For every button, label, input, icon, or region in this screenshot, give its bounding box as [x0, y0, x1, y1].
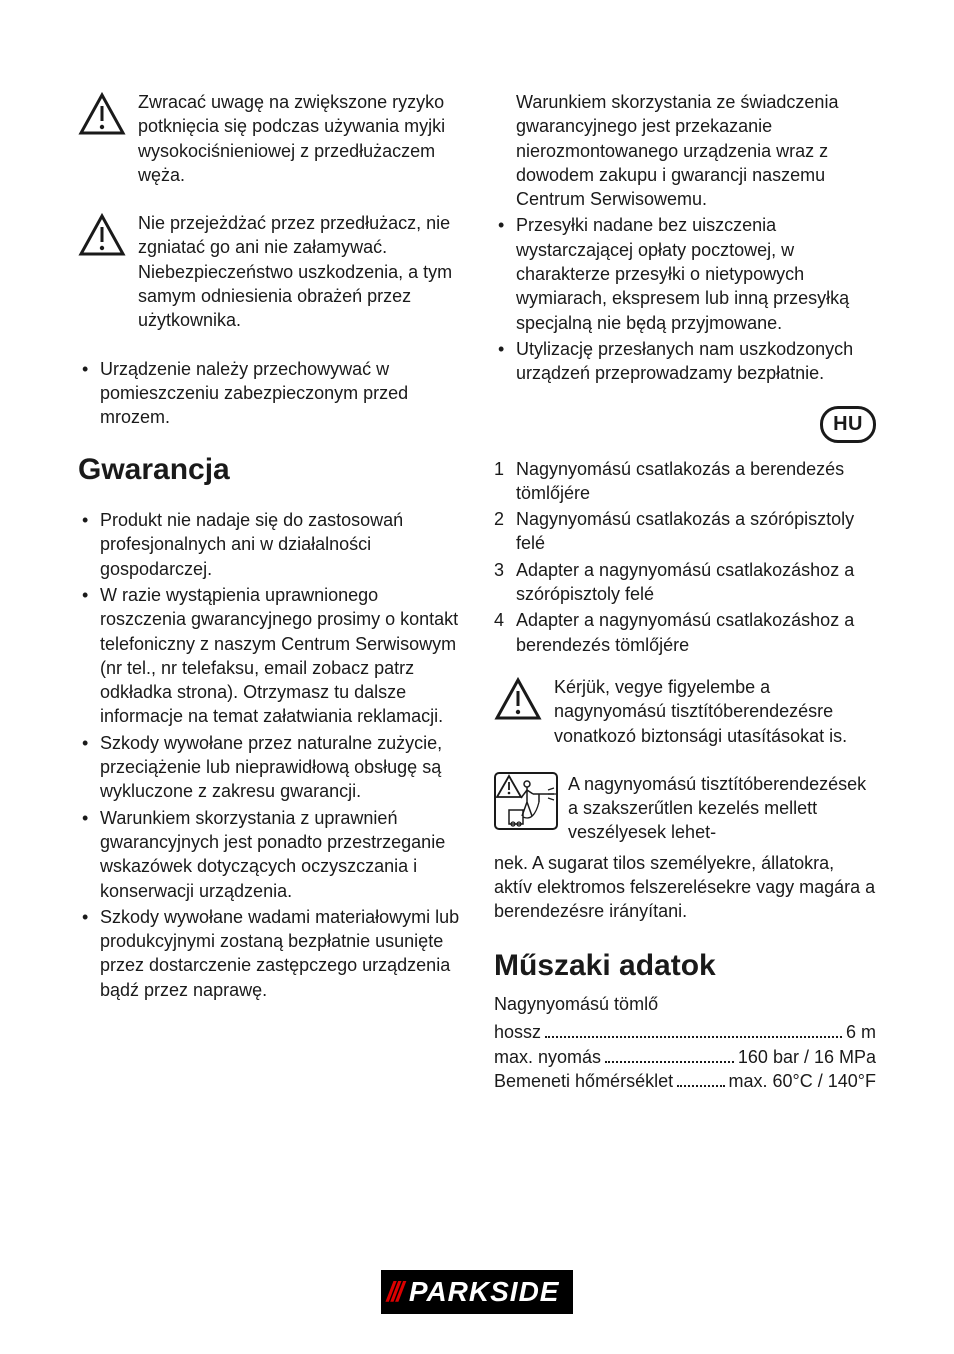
tech-data-subheading: Nagynyomású tömlő: [494, 992, 876, 1016]
continuation-paragraph: Warunkiem skorzystania ze świadczenia gw…: [494, 90, 876, 211]
list-item: Adapter a nagynyomású csatlakozáshoz a b…: [494, 608, 876, 657]
storage-list: Urządzenie należy przechowywać w pomiesz…: [78, 357, 460, 430]
spec-value: max. 60°C / 140°F: [729, 1069, 876, 1093]
spray-warning-icon: [494, 772, 558, 845]
warning-block-1: Zwracać uwagę na zwiększone ryzyko potkn…: [78, 90, 460, 187]
left-column: Zwracać uwagę na zwiększone ryzyko potkn…: [78, 90, 460, 1240]
leader-dots: [677, 1071, 724, 1087]
spec-label: hossz: [494, 1020, 541, 1044]
warning-text: Zwracać uwagę na zwiększone ryzyko potkn…: [138, 90, 460, 187]
warning-text: Nie przejeżdżać przez przedłużacz, nie z…: [138, 211, 460, 332]
spec-row: Bemeneti hőmérséklet max. 60°C / 140°F: [494, 1069, 876, 1093]
spec-value: 6 m: [846, 1020, 876, 1044]
list-item: Szkody wywołane wadami materiałowymi lub…: [78, 905, 460, 1002]
list-item: Nagynyomású csatlakozás a berendezés töm…: [494, 457, 876, 506]
spray-warning-tail: nek. A sugarat tilos személyekre, állato…: [494, 851, 876, 924]
logo-text: PARKSIDE: [409, 1276, 560, 1308]
spec-row: hossz 6 m: [494, 1020, 876, 1044]
warning-icon: [78, 90, 126, 187]
top-bullet-list: Przesyłki nadane bez uiszczenia wystarcz…: [494, 213, 876, 385]
spec-row: max. nyomás 160 bar / 16 MPa: [494, 1045, 876, 1069]
warranty-heading: Gwarancja: [78, 450, 460, 491]
spec-label: Bemeneti hőmérséklet: [494, 1069, 673, 1093]
spec-label: max. nyomás: [494, 1045, 601, 1069]
numbered-parts-list: Nagynyomású csatlakozás a berendezés töm…: [494, 457, 876, 657]
spray-warning-block: A nagynyomású tisztítóberendezések a sza…: [494, 772, 876, 845]
language-badge-row: HU: [494, 406, 876, 443]
leader-dots: [605, 1047, 734, 1063]
list-item: Utylizację przesłanych nam uszkodzonych …: [494, 337, 876, 386]
leader-dots: [545, 1022, 842, 1038]
list-item: Urządzenie należy przechowywać w pomiesz…: [78, 357, 460, 430]
hu-badge: HU: [820, 406, 876, 443]
warning-icon: [78, 211, 126, 332]
warning-block-2: Nie przejeżdżać przez przedłużacz, nie z…: [78, 211, 460, 332]
list-item: Warunkiem skorzystania z uprawnień gwara…: [78, 806, 460, 903]
list-item: Produkt nie nadaje się do zastosowań pro…: [78, 508, 460, 581]
parkside-logo: /// PARKSIDE: [381, 1270, 574, 1314]
spec-value: 160 bar / 16 MPa: [738, 1045, 876, 1069]
warning-icon: [494, 675, 542, 748]
list-item: Adapter a nagynyomású csatlakozáshoz a s…: [494, 558, 876, 607]
warning-text: Kérjük, vegye figyelembe a nagynyomású t…: [554, 675, 876, 748]
spray-warning-lead: A nagynyomású tisztítóberendezések a sza…: [568, 772, 876, 845]
list-item: Przesyłki nadane bez uiszczenia wystarcz…: [494, 213, 876, 334]
tech-data-heading: Műszaki adatok: [494, 946, 876, 987]
warning-block-hu: Kérjük, vegye figyelembe a nagynyomású t…: [494, 675, 876, 748]
list-item: Nagynyomású csatlakozás a szórópisztoly …: [494, 507, 876, 556]
right-column: Warunkiem skorzystania ze świadczenia gw…: [494, 90, 876, 1240]
list-item: W razie wystąpienia uprawnionego roszcze…: [78, 583, 460, 729]
specs-table: hossz 6 m max. nyomás 160 bar / 16 MPa B…: [494, 1020, 876, 1093]
footer-logo: /// PARKSIDE: [78, 1270, 876, 1314]
warranty-list: Produkt nie nadaje się do zastosowań pro…: [78, 508, 460, 1002]
logo-slashes-icon: ///: [387, 1276, 401, 1308]
list-item: Szkody wywołane przez naturalne zużycie,…: [78, 731, 460, 804]
